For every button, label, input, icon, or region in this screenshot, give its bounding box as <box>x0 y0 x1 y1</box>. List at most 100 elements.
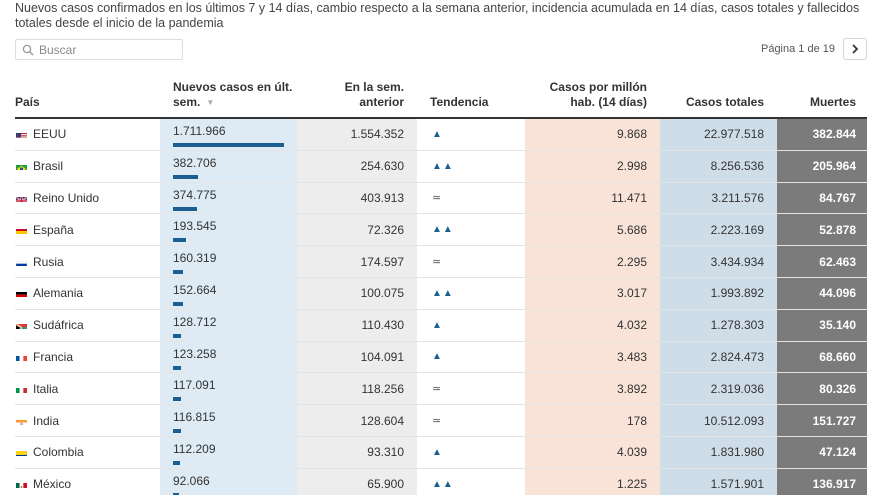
per-million-cell: 5.686 <box>525 214 660 246</box>
search-box[interactable] <box>15 39 183 60</box>
new-cases-cell: 116.815 <box>160 405 297 436</box>
country-name: Francia <box>33 349 74 364</box>
trend-up-icon: ▲ <box>432 446 443 458</box>
new-cases-bar <box>173 301 183 306</box>
new-cases-bar <box>173 365 181 370</box>
prev-week-cell: 104.091 <box>297 341 417 373</box>
mx-flag-icon <box>16 480 27 489</box>
country-cell: Colombia <box>15 437 160 468</box>
chart-subtitle: Nuevos casos confirmados en los últimos … <box>15 1 860 30</box>
table-row: Sudáfrica 128.712 110.430 ▲ 4.032 1.278.303 35… <box>15 309 867 342</box>
country-cell: Italia <box>15 373 160 404</box>
us-flag-icon <box>16 130 27 139</box>
country-cell: EEUU <box>15 119 160 150</box>
de-flag-icon <box>16 289 27 298</box>
new-cases-value: 382.706 <box>173 155 217 170</box>
per-million-cell: 2.295 <box>525 246 660 277</box>
new-cases-cell: 193.545 <box>160 214 297 246</box>
deaths-cell: 52.878 <box>777 214 867 246</box>
br-flag-icon <box>16 162 27 171</box>
data-table: País Nuevos casos en últ. sem. ▼ En la se… <box>15 74 867 495</box>
trend-double-up-icon: ▲▲ <box>432 224 454 236</box>
deaths-cell: 47.124 <box>777 436 867 468</box>
new-cases-bar <box>173 206 197 211</box>
new-cases-value: 116.815 <box>173 410 216 425</box>
country-name: Rusia <box>33 254 64 269</box>
deaths-cell: 68.660 <box>777 341 867 373</box>
header-prev-week[interactable]: En la sem. anterior <box>297 80 404 110</box>
table-row: Italia 117.091 118.256 ≃ 3.892 2.319.036 80.32… <box>15 373 867 406</box>
header-trend[interactable]: Tendencia <box>430 95 489 109</box>
table-row: Reino Unido 374.775 403.913 ≃ 11.471 3.211.57… <box>15 182 867 215</box>
header-new-cases-line1: Nuevos casos en últ. <box>173 79 293 94</box>
new-cases-value: 1.711.966 <box>173 124 226 138</box>
new-cases-value: 152.664 <box>173 282 217 297</box>
total-cases-cell: 1.571.901 <box>660 468 777 495</box>
country-cell: España <box>15 214 160 245</box>
trend-up-icon: ▲ <box>432 128 443 140</box>
prev-week-cell: 110.430 <box>297 309 417 341</box>
deaths-cell: 136.917 <box>777 468 867 495</box>
prev-week-cell: 93.310 <box>297 436 417 468</box>
prev-week-cell: 403.913 <box>297 182 417 214</box>
header-per-million-line1: Casos por millón <box>549 80 647 94</box>
new-cases-bar <box>173 270 183 275</box>
total-cases-cell: 2.824.473 <box>660 341 777 373</box>
table-row: Francia 123.258 104.091 ▲ 3.483 2.824.473 68.6… <box>15 341 867 374</box>
header-total[interactable]: Casos totales <box>685 95 764 109</box>
trend-double-up-icon: ▲▲ <box>432 478 454 490</box>
next-page-button[interactable] <box>843 38 867 60</box>
new-cases-value: 193.545 <box>173 219 217 234</box>
deaths-cell: 80.326 <box>777 373 867 405</box>
new-cases-cell: 382.706 <box>160 150 297 182</box>
new-cases-bar <box>173 143 284 147</box>
per-million-cell: 1.225 <box>525 468 660 495</box>
prev-week-cell: 174.597 <box>297 246 417 277</box>
trend-stable-icon: ≃ <box>432 192 443 205</box>
it-flag-icon <box>16 385 27 393</box>
total-cases-cell: 8.256.536 <box>660 150 777 182</box>
new-cases-bar <box>173 460 180 465</box>
prev-week-cell: 118.256 <box>297 373 417 405</box>
trend-up-icon: ▲ <box>432 351 443 363</box>
header-per-million[interactable]: Casos por millón hab. (14 días) <box>525 80 647 110</box>
total-cases-cell: 22.977.518 <box>660 119 777 150</box>
header-prev-week-line2: anterior <box>359 95 404 109</box>
new-cases-value: 112.209 <box>173 441 216 456</box>
new-cases-value: 92.066 <box>173 473 210 488</box>
new-cases-cell: 123.258 <box>160 341 297 373</box>
header-country[interactable]: País <box>15 95 40 109</box>
table-row: México 92.066 65.900 ▲▲ 1.225 1.571.901 136.91… <box>15 468 867 495</box>
search-input[interactable] <box>39 42 169 57</box>
table-row: Rusia 160.319 174.597 ≃ 2.295 3.434.934 62.463 <box>15 246 867 278</box>
total-cases-cell: 2.223.169 <box>660 214 777 246</box>
country-cell: Francia <box>15 342 160 373</box>
country-cell: Sudáfrica <box>15 310 160 341</box>
table-body: EEUU 1.711.966 1.554.352 ▲ 9.868 22.977.518 38… <box>15 119 867 495</box>
za-flag-icon <box>16 321 27 330</box>
total-cases-cell: 10.512.093 <box>660 405 777 436</box>
trend-stable-icon: ≃ <box>432 383 443 396</box>
table-row: España 193.545 72.326 ▲▲ 5.686 2.223.169 52.87… <box>15 214 867 247</box>
new-cases-cell: 117.091 <box>160 373 297 405</box>
new-cases-bar <box>173 333 181 338</box>
header-deaths[interactable]: Muertes <box>809 95 856 109</box>
header-per-million-line2: hab. (14 días) <box>570 95 647 109</box>
country-name: México <box>33 477 72 492</box>
country-name: Colombia <box>33 445 84 460</box>
ru-flag-icon <box>16 258 27 266</box>
new-cases-cell: 152.664 <box>160 277 297 309</box>
header-new-cases[interactable]: Nuevos casos en últ. sem. ▼ <box>173 80 292 110</box>
prev-week-cell: 254.630 <box>297 150 417 182</box>
search-icon <box>22 44 34 55</box>
new-cases-value: 123.258 <box>173 346 217 361</box>
new-cases-bar <box>173 429 181 434</box>
per-million-cell: 178 <box>525 405 660 436</box>
per-million-cell: 3.483 <box>525 341 660 373</box>
new-cases-cell: 1.711.966 <box>160 119 297 150</box>
total-cases-cell: 1.993.892 <box>660 277 777 309</box>
country-cell: Alemania <box>15 278 160 309</box>
per-million-cell: 4.039 <box>525 436 660 468</box>
per-million-cell: 9.868 <box>525 119 660 150</box>
chevron-right-icon <box>852 44 859 54</box>
